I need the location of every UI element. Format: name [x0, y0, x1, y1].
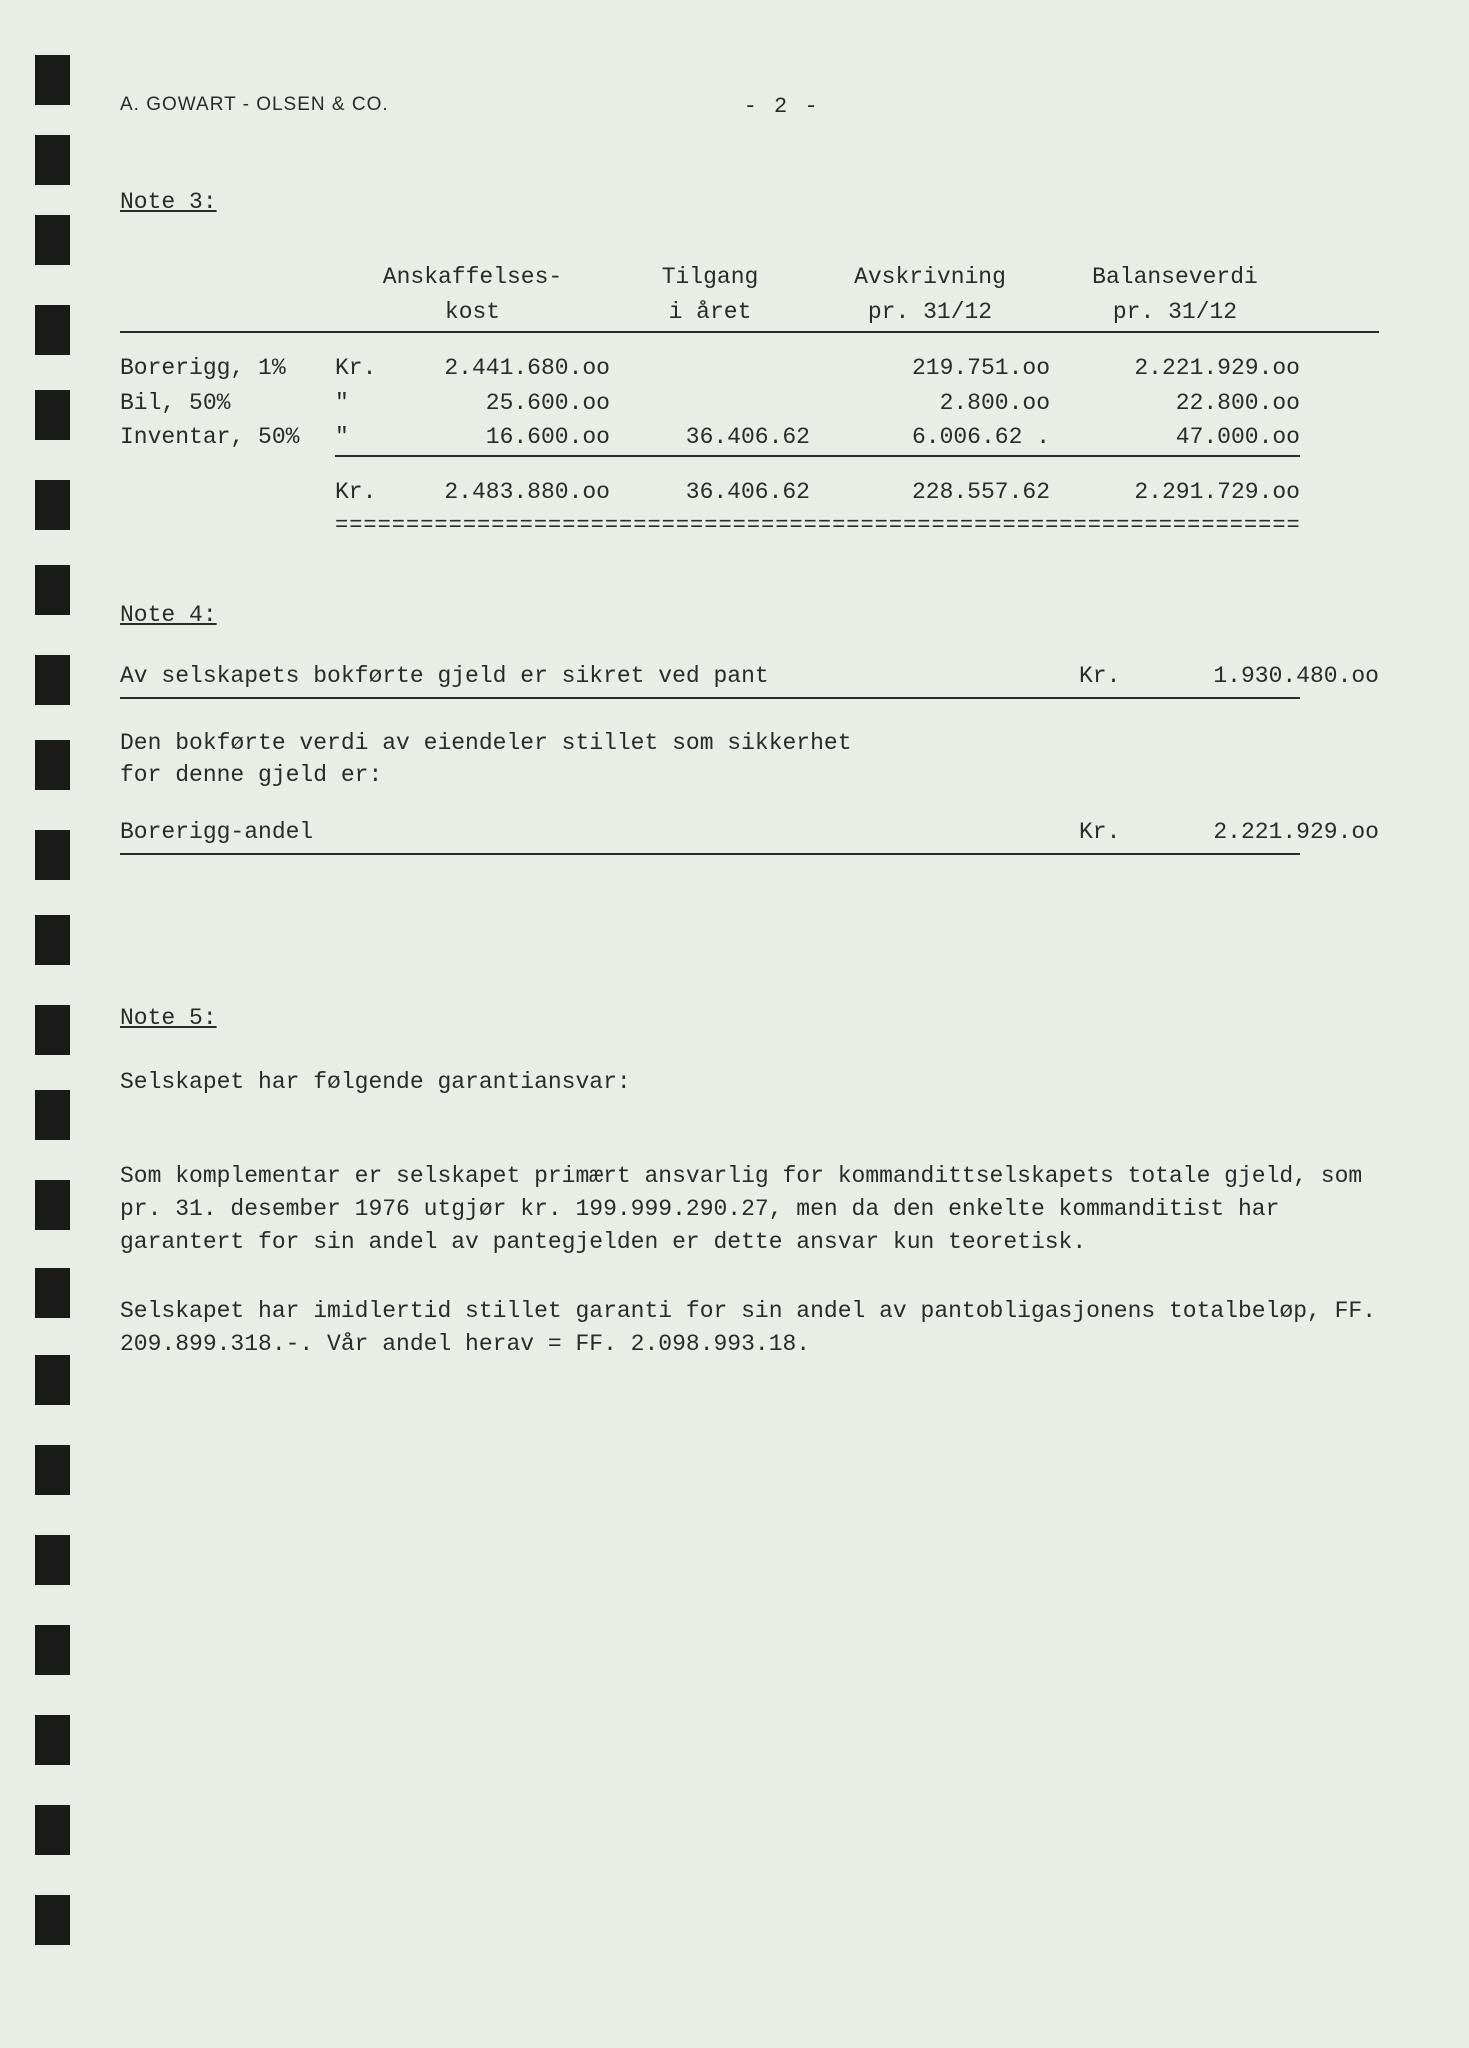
- cell-avsk: 6.006.62 .: [810, 420, 1050, 455]
- hole: [35, 1005, 70, 1055]
- currency-prefix: Kr.: [335, 351, 390, 386]
- hole: [35, 305, 70, 355]
- col-header-anskaffelses: Anskaffelses-: [335, 260, 610, 295]
- row-label: Inventar, 50%: [120, 420, 335, 455]
- table-row: Borerigg, 1% Kr. 2.441.680.oo 219.751.oo…: [120, 351, 1379, 386]
- row-label: Borerigg, 1%: [120, 351, 335, 386]
- underline: [120, 853, 1300, 855]
- col-header-tilgang: Tilgang: [610, 260, 810, 295]
- currency-prefix: Kr.: [335, 475, 390, 510]
- table-row: Bil, 50% " 25.600.oo 2.800.oo 22.800.oo: [120, 386, 1379, 421]
- page-number: - 2 -: [744, 94, 820, 119]
- col-header-balanseverdi-2: pr. 31/12: [1050, 295, 1300, 330]
- note-5-heading: Note 5:: [120, 1005, 217, 1031]
- total-avsk: 228.557.62: [810, 475, 1050, 510]
- note-3-section: Note 3: Anskaffelses- Tilgang Avskrivnin…: [120, 189, 1379, 542]
- secured-debt-value: 1.930.480.oo: [1159, 663, 1379, 689]
- hole: [35, 55, 70, 105]
- currency-prefix: ": [335, 420, 390, 455]
- row-label: Bil, 50%: [120, 386, 335, 421]
- company-name: A. GOWART - OLSEN & CO.: [120, 94, 389, 119]
- table-total-row: Kr. 2.483.880.oo 36.406.62 228.557.62 2.…: [120, 457, 1379, 510]
- hole: [35, 1625, 70, 1675]
- hole: [35, 1895, 70, 1945]
- note-5-para-1: Som komplementar er selskapet primært an…: [120, 1160, 1379, 1260]
- secured-debt-text: Av selskapets bokførte gjeld er sikret v…: [120, 663, 1079, 689]
- cell-tilg: [610, 386, 810, 421]
- borerigg-andel-line: Borerigg-andel Kr. 2.221.929.oo: [120, 819, 1379, 845]
- document-header: A. GOWART - OLSEN & CO. - 2 -: [120, 94, 1379, 119]
- col-header-tilgang-2: i året: [610, 295, 810, 330]
- hole: [35, 390, 70, 440]
- cell-ansk: 16.600.oo: [390, 420, 610, 455]
- hole: [35, 215, 70, 265]
- hole: [35, 1715, 70, 1765]
- secured-debt-line: Av selskapets bokførte gjeld er sikret v…: [120, 663, 1379, 689]
- currency-prefix: ": [335, 386, 390, 421]
- cell-ansk: 2.441.680.oo: [390, 351, 610, 386]
- cell-tilg: [610, 351, 810, 386]
- note-4-heading: Note 4:: [120, 602, 217, 628]
- page-content: A. GOWART - OLSEN & CO. - 2 - Note 3: An…: [0, 0, 1469, 1361]
- hole: [35, 655, 70, 705]
- cell-tilg: 36.406.62: [610, 420, 810, 455]
- hole: [35, 740, 70, 790]
- col-header-avskrivning-2: pr. 31/12: [810, 295, 1050, 330]
- underline: [120, 697, 1300, 699]
- cell-avsk: 2.800.oo: [810, 386, 1050, 421]
- col-header-balanseverdi: Balanseverdi: [1050, 260, 1300, 295]
- note-3-table: Anskaffelses- Tilgang Avskrivning Balans…: [120, 260, 1379, 542]
- hole: [35, 1805, 70, 1855]
- total-ansk: 2.483.880.oo: [390, 475, 610, 510]
- cell-bal: 2.221.929.oo: [1050, 351, 1300, 386]
- note-5-section: Note 5: Selskapet har følgende garantian…: [120, 1005, 1379, 1361]
- cell-bal: 22.800.oo: [1050, 386, 1300, 421]
- hole: [35, 565, 70, 615]
- hole: [35, 915, 70, 965]
- note-5-intro: Selskapet har følgende garantiansvar:: [120, 1066, 1379, 1099]
- borerigg-andel-value: 2.221.929.oo: [1159, 819, 1379, 845]
- hole: [35, 1090, 70, 1140]
- borerigg-andel-text: Borerigg-andel: [120, 819, 1079, 845]
- hole: [35, 1355, 70, 1405]
- total-bal: 2.291.729.oo: [1050, 475, 1300, 510]
- hole: [35, 1445, 70, 1495]
- note-3-heading: Note 3:: [120, 189, 217, 215]
- note-4-section: Note 4: Av selskapets bokførte gjeld er …: [120, 602, 1379, 855]
- hole: [35, 1180, 70, 1230]
- total-tilg: 36.406.62: [610, 475, 810, 510]
- collateral-text-2: for denne gjeld er:: [120, 759, 1379, 791]
- table-double-underline: ========================================…: [335, 509, 1300, 542]
- hole: [35, 480, 70, 530]
- table-row: Inventar, 50% " 16.600.oo 36.406.62 6.00…: [120, 420, 1379, 455]
- hole: [35, 1268, 70, 1318]
- cell-ansk: 25.600.oo: [390, 386, 610, 421]
- currency-label: Kr.: [1079, 819, 1159, 845]
- col-header-anskaffelses-2: kost: [335, 295, 610, 330]
- col-header-avskrivning: Avskrivning: [810, 260, 1050, 295]
- binder-holes: [35, 0, 70, 2048]
- cell-bal: 47.000.oo: [1050, 420, 1300, 455]
- note-5-para-2: Selskapet har imidlertid stillet garanti…: [120, 1295, 1379, 1362]
- hole: [35, 1535, 70, 1585]
- currency-label: Kr.: [1079, 663, 1159, 689]
- hole: [35, 135, 70, 185]
- collateral-text-1: Den bokførte verdi av eiendeler stillet …: [120, 727, 1379, 759]
- hole: [35, 830, 70, 880]
- cell-avsk: 219.751.oo: [810, 351, 1050, 386]
